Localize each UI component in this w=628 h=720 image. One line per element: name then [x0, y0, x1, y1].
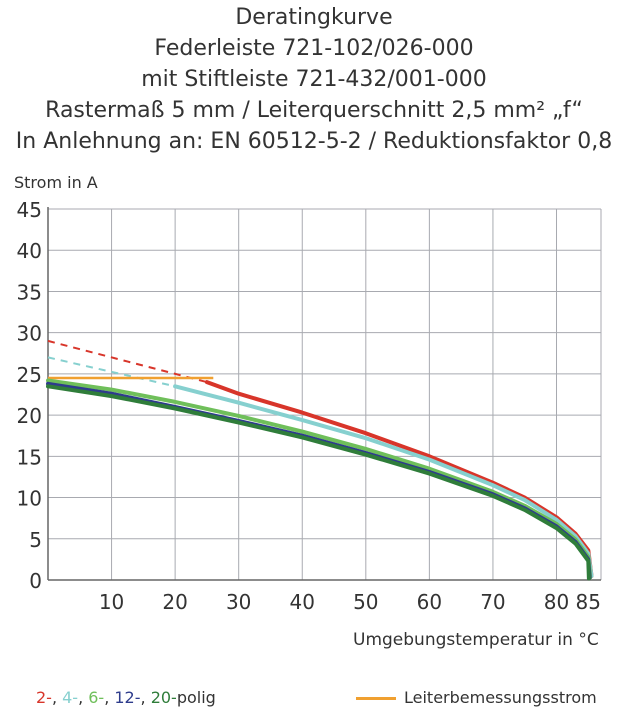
legend-item: 4-	[62, 688, 79, 707]
reference-legend: Leiterbemessungsstrom	[356, 688, 597, 707]
title-line: Federleiste 721-102/026-000	[154, 36, 474, 61]
x-tick-label: 60	[417, 590, 442, 614]
legend-item: 20-	[150, 688, 177, 707]
y-tick-label: 35	[17, 280, 42, 304]
legend-separator: ,	[140, 688, 151, 707]
x-tick-label: 30	[226, 590, 251, 614]
series-legend: 2-, 4-, 6-, 12-, 20-polig	[36, 688, 216, 707]
y-tick-label: 45	[17, 198, 42, 222]
title-line: Deratingkurve	[235, 5, 393, 30]
chart-title: Deratingkurve Federleiste 721-102/026-00…	[0, 2, 628, 157]
y-tick-label: 30	[17, 322, 42, 346]
legend-separator: ,	[78, 688, 89, 707]
title-line: mit Stiftleiste 721-432/001-000	[141, 67, 487, 92]
derating-chart: 0 5 10 15 20 25 30 35 40 45 10 20 30 40 50 60 70 80 85 Stro…	[14, 173, 602, 650]
series-line	[46, 381, 592, 580]
y-tick-label: 0	[29, 569, 42, 593]
y-tick-label: 40	[17, 239, 42, 263]
reference-legend-swatch	[356, 697, 396, 700]
legend-item: 12-	[114, 688, 141, 707]
legend-separator: ,	[51, 688, 63, 707]
x-tick-label: 40	[290, 590, 315, 614]
x-tick-label: 85	[576, 590, 601, 614]
y-tick-label: 10	[17, 487, 42, 511]
y-tick-label: 5	[29, 528, 42, 552]
y-tick-label: 20	[17, 404, 42, 428]
x-tick-label: 50	[353, 590, 378, 614]
y-tick-label: 25	[17, 363, 42, 387]
x-tick-label: 10	[99, 590, 124, 614]
x-tick-label: 20	[162, 590, 187, 614]
series-line	[46, 378, 593, 580]
legend-suffix: polig	[176, 688, 216, 707]
x-tick-label: 80	[544, 590, 569, 614]
y-axis-label: Strom in A	[14, 173, 98, 192]
title-line: Rastermaß 5 mm / Leiterquerschnitt 2,5 m…	[45, 98, 583, 123]
title-line: In Anlehnung an: EN 60512-5-2 / Reduktio…	[15, 129, 613, 154]
legend-separator: ,	[104, 688, 115, 707]
legend-item: 6-	[88, 688, 105, 707]
y-tick-label: 15	[17, 445, 42, 469]
x-axis-label: Umgebungstemperatur in °C	[353, 630, 599, 650]
reference-legend-label: Leiterbemessungsstrom	[404, 688, 597, 707]
series-line	[46, 384, 591, 581]
x-tick-label: 70	[480, 590, 505, 614]
series-dashed-line	[47, 339, 208, 384]
series-dashed-line	[47, 356, 176, 388]
legend-item: 2-	[36, 688, 52, 707]
